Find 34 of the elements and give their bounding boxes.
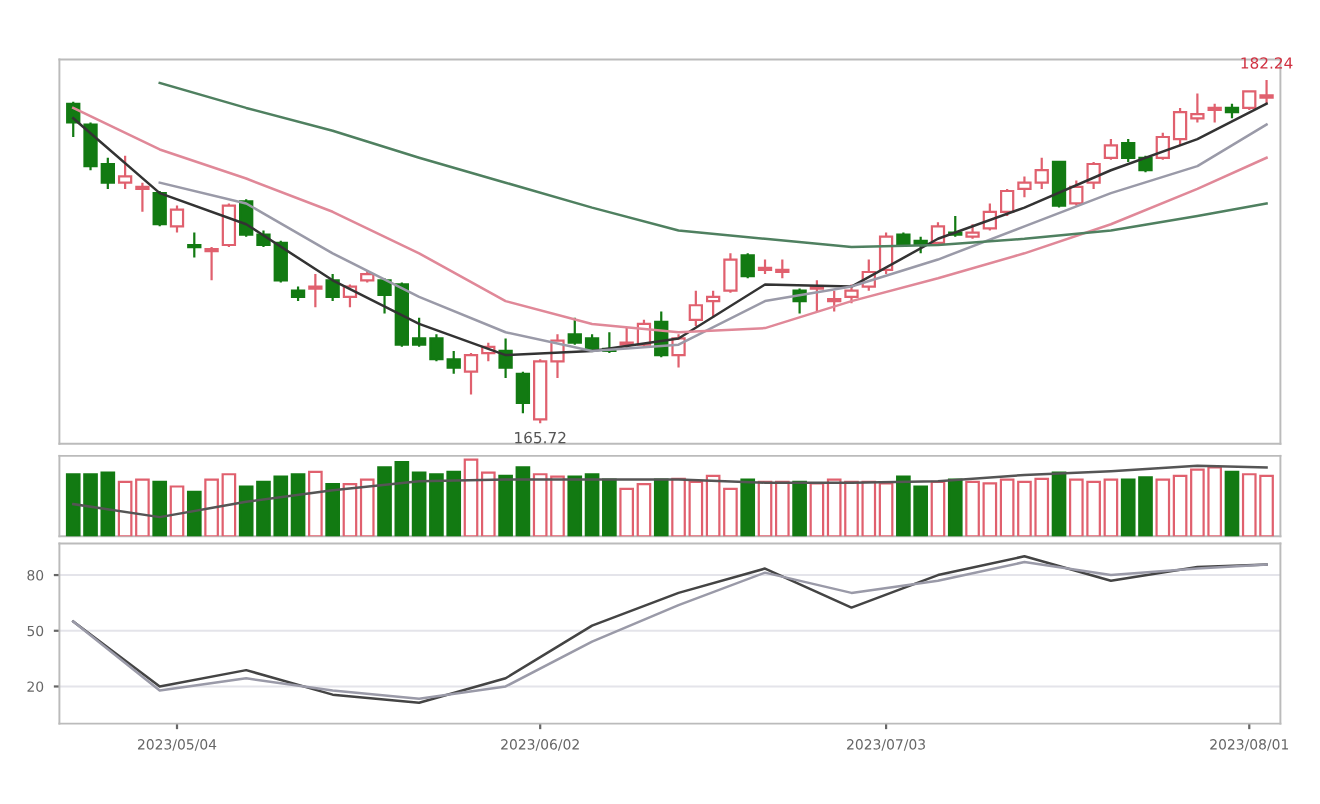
candlestick (1103, 137, 1119, 161)
candlestick (221, 202, 237, 249)
candlestick (152, 189, 167, 228)
candlestick (135, 181, 150, 213)
candlestick (498, 337, 513, 380)
candlestick (515, 370, 531, 415)
bar (653, 478, 669, 537)
candlestick (308, 272, 323, 309)
bar (308, 470, 323, 537)
bar (930, 480, 946, 537)
candlestick (117, 154, 133, 191)
candlestick (1069, 179, 1084, 207)
candlestick (723, 252, 738, 294)
bar (169, 485, 185, 537)
candlestick (325, 272, 340, 303)
candlestick (463, 351, 479, 396)
candlestick (705, 289, 721, 319)
bar (792, 480, 807, 537)
candlestick (688, 289, 704, 328)
bar (947, 478, 963, 537)
candlestick (844, 283, 859, 305)
candlestick (1051, 160, 1067, 209)
candlestick (827, 289, 842, 313)
candlestick (204, 245, 219, 282)
bar (325, 483, 340, 537)
candlestick (169, 204, 185, 234)
bar (186, 490, 202, 537)
bar (740, 478, 756, 537)
candlestick (187, 231, 202, 259)
bar (152, 480, 168, 537)
bar (1051, 471, 1067, 537)
bar (1224, 470, 1240, 537)
candlestick (1207, 102, 1222, 124)
candlestick (740, 252, 755, 280)
